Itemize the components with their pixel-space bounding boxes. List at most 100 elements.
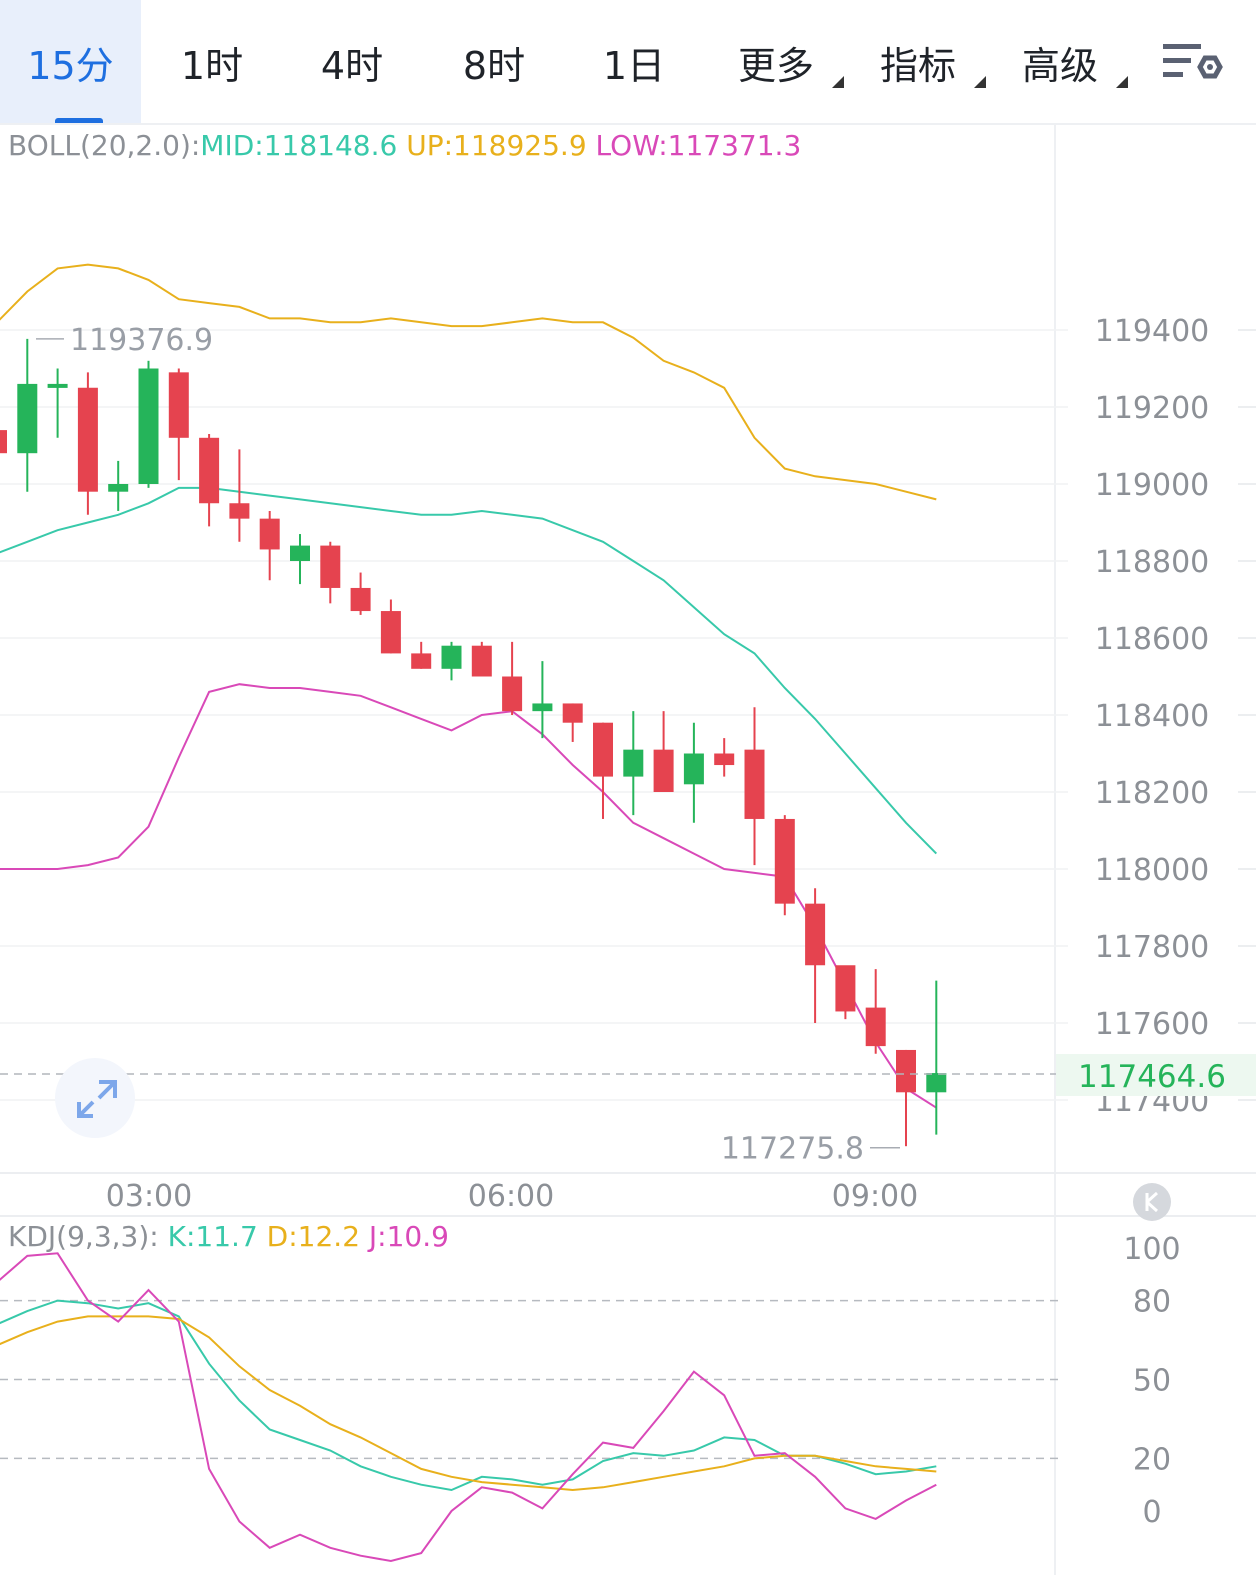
settings-toggle-icon <box>1163 44 1223 79</box>
expand-arrows-icon <box>77 1080 117 1118</box>
kdj-k-line <box>0 1299 937 1492</box>
price-tick-label: 118600 <box>1095 622 1210 657</box>
kdj-tick-label: 50 <box>1133 1364 1171 1399</box>
time-tick-label: 09:00 <box>832 1179 918 1214</box>
candle-body <box>138 368 159 484</box>
kdj-d-line <box>0 1315 937 1492</box>
dropdown-caret-icon <box>1116 76 1128 88</box>
tab-label: 15分 <box>27 43 114 88</box>
kdj-tick-label: 20 <box>1133 1442 1171 1477</box>
dropdown-caret-icon <box>832 76 844 88</box>
kdj-j: J:10.9 <box>368 1220 449 1253</box>
price-tick-label: 119200 <box>1095 391 1210 426</box>
price-tick-label: 117400 <box>1095 1084 1210 1119</box>
kdj-j-line <box>0 1252 937 1563</box>
candle-body <box>926 1073 947 1093</box>
candle-body <box>77 387 98 492</box>
candle-body <box>320 545 341 588</box>
time-axis: 03:00 06:00 09:00 <box>106 1179 918 1214</box>
candle-body <box>0 430 7 454</box>
kdj-axis: 100 80 50 20 0 <box>1123 1232 1180 1530</box>
price-tick-label: 119400 <box>1095 314 1210 349</box>
price-tick-label: 117600 <box>1095 1007 1210 1042</box>
price-tick-label: 117800 <box>1095 930 1210 965</box>
candle-body <box>17 383 38 454</box>
candle-body <box>653 749 674 792</box>
price-tick-label: 118200 <box>1095 776 1210 811</box>
boll-legend: BOLL(20,2.0):MID:118148.6 UP:118925.9 LO… <box>8 129 801 162</box>
low-price-label: 117275.8 <box>721 1132 864 1167</box>
candle-body <box>835 965 856 1012</box>
boll-bands <box>0 263 938 1109</box>
tab-label: 4时 <box>320 43 384 88</box>
kdj-tick-label: 0 <box>1142 1495 1161 1530</box>
tab-indicators[interactable]: 指标 <box>868 0 992 124</box>
boll-up-line <box>0 263 937 501</box>
tab-label: 高级 <box>1021 43 1098 88</box>
candle-body <box>441 645 462 669</box>
candle-body <box>108 484 129 492</box>
high-price-label: 119376.9 <box>70 323 213 358</box>
tab-8h[interactable]: 8时 <box>434 0 554 124</box>
candle-body <box>168 372 189 438</box>
k-badge-icon <box>1145 1191 1159 1213</box>
candle-body <box>47 383 68 388</box>
candle-body <box>744 749 765 819</box>
tab-15min[interactable]: 15分 <box>0 0 141 124</box>
candles <box>0 338 947 1147</box>
tab-more[interactable]: 更多 <box>726 0 850 124</box>
kdj-k: K:11.7 <box>167 1220 258 1253</box>
tab-1h[interactable]: 1时 <box>152 0 272 124</box>
tab-1d[interactable]: 1日 <box>574 0 694 124</box>
price-tick-label: 118000 <box>1095 853 1210 888</box>
candle-body <box>380 611 401 654</box>
candle-body <box>896 1049 916 1093</box>
boll-low: LOW:117371.3 <box>595 129 802 162</box>
dropdown-caret-icon <box>974 76 986 88</box>
tab-label: 8时 <box>462 43 526 88</box>
price-tick-label: 118400 <box>1095 699 1210 734</box>
price-tick-label: 118800 <box>1095 545 1210 580</box>
candle-body <box>350 587 371 612</box>
candle-body <box>532 703 553 712</box>
candle-body <box>199 437 220 504</box>
candle-body <box>471 645 492 677</box>
kdj-name: KDJ(9,3,3): <box>8 1220 159 1253</box>
candle-body <box>411 653 432 669</box>
kdj-tick-label: 80 <box>1133 1285 1171 1320</box>
tab-label: 指标 <box>879 43 956 88</box>
price-axis: 119400 119200 119000 118800 118600 118400 1182… <box>1056 314 1256 1119</box>
current-price-label: 117464.6 <box>1078 1059 1226 1095</box>
price-markers: 119376.9 117275.8 <box>0 323 1256 1167</box>
time-tick-label: 06:00 <box>468 1179 554 1214</box>
current-price-badge <box>1056 1054 1256 1096</box>
boll-mid: MID:118148.6 <box>200 129 398 162</box>
period-tabs: 15分 1时 4时 8时 1日 更多 指标 高级 <box>0 0 1256 124</box>
tab-label: 1日 <box>602 43 666 88</box>
candle-body <box>623 749 644 777</box>
candle-body <box>593 722 613 777</box>
time-tick-label: 03:00 <box>106 1179 192 1214</box>
tab-4h[interactable]: 4时 <box>292 0 412 124</box>
tab-advanced[interactable]: 高级 <box>1010 0 1134 124</box>
boll-mid-line <box>0 486 938 855</box>
candle-body <box>774 818 795 904</box>
tab-label: 更多 <box>737 43 814 88</box>
boll-name: BOLL(20,2.0): <box>8 129 201 162</box>
candle-body <box>683 753 704 785</box>
settings-toggle-button[interactable] <box>1150 28 1228 98</box>
expand-button[interactable] <box>55 1058 135 1138</box>
candle-body <box>865 1007 886 1047</box>
candle-body <box>714 753 735 766</box>
boll-low-line <box>0 683 937 1109</box>
kdj-lines <box>0 1252 1060 1563</box>
candle-body <box>229 503 250 519</box>
kdj-d: D:12.2 <box>266 1220 361 1253</box>
k-badge-button[interactable] <box>1133 1183 1171 1221</box>
candle-body <box>805 903 826 966</box>
price-tick-label: 119000 <box>1095 468 1210 503</box>
kdj-tick-label: 100 <box>1123 1232 1180 1267</box>
tab-label: 1时 <box>180 43 244 88</box>
candle-body <box>562 703 583 723</box>
